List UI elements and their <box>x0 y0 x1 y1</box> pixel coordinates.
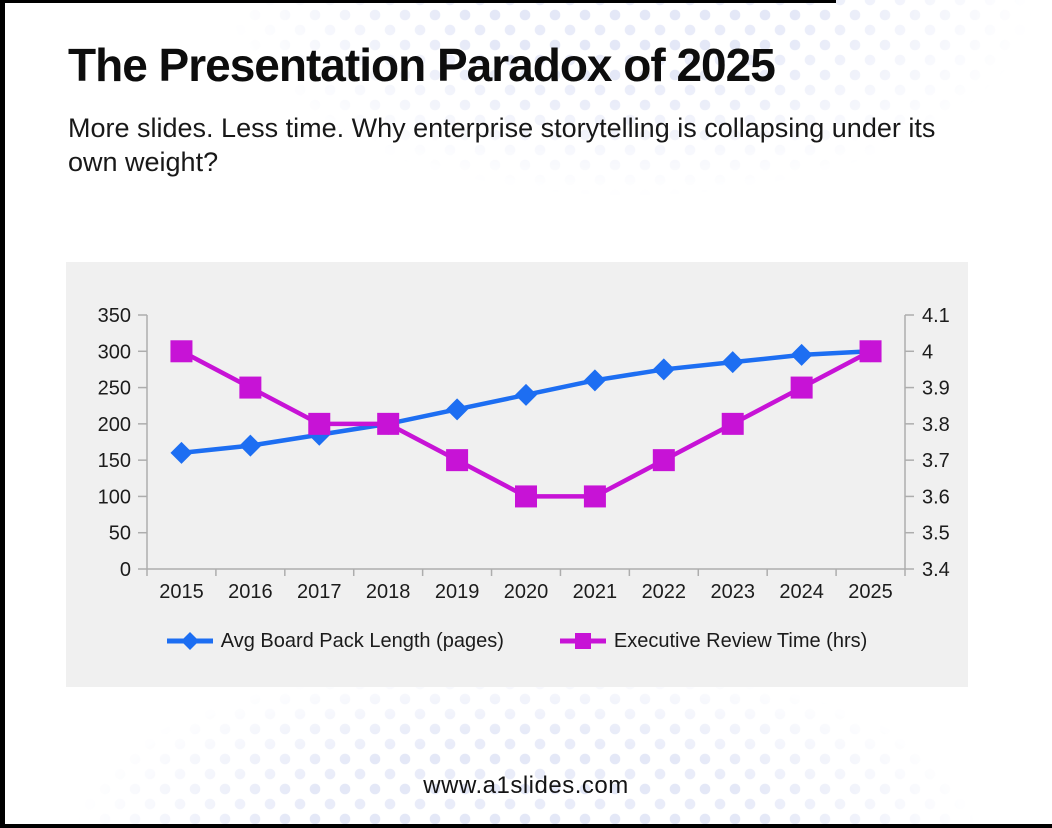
svg-text:100: 100 <box>98 486 131 508</box>
svg-text:4.1: 4.1 <box>922 305 950 327</box>
svg-text:2017: 2017 <box>297 581 342 603</box>
svg-text:150: 150 <box>98 450 131 472</box>
series-hours <box>170 340 882 508</box>
svg-text:2018: 2018 <box>366 581 411 603</box>
svg-text:300: 300 <box>98 341 131 363</box>
svg-text:2019: 2019 <box>435 581 480 603</box>
chart-legend: Avg Board Pack Length (pages) Executive … <box>66 624 968 658</box>
svg-text:2022: 2022 <box>642 581 687 603</box>
svg-text:2015: 2015 <box>159 581 204 603</box>
svg-text:3.9: 3.9 <box>922 378 950 400</box>
page-title: The Presentation Paradox of 2025 <box>68 39 776 91</box>
svg-text:50: 50 <box>109 523 131 545</box>
legend-item-pages: Avg Board Pack Length (pages) <box>166 629 504 653</box>
frame-border-bottom <box>0 824 1052 828</box>
website-url: www.a1slides.com <box>423 772 629 799</box>
svg-text:2025: 2025 <box>848 581 893 603</box>
frame-border-top <box>0 0 836 3</box>
axes: 350 300 250 200 150 100 50 0 4.1 4 3.9 3.8 3.7 3.6 3.5… <box>98 305 950 603</box>
svg-text:350: 350 <box>98 305 131 327</box>
legend-label-pages: Avg Board Pack Length (pages) <box>220 629 504 652</box>
chart-panel: 350 300 250 200 150 100 50 0 4.1 4 3.9 3.8 3.7 3.6 3.5… <box>66 262 968 687</box>
legend-label-hours: Executive Review Time (hrs) <box>613 629 868 652</box>
legend-line-square-icon <box>559 633 606 649</box>
legend-line-diamond-icon <box>166 632 213 650</box>
svg-text:250: 250 <box>98 378 131 400</box>
halftone-dots-bottom <box>0 684 1052 824</box>
dual-axis-line-chart: 350 300 250 200 150 100 50 0 4.1 4 3.9 3.8 3.7 3.6 3.5… <box>98 305 950 603</box>
svg-text:2024: 2024 <box>779 581 824 603</box>
svg-text:3.6: 3.6 <box>922 486 950 508</box>
svg-text:2023: 2023 <box>710 581 755 603</box>
svg-text:0: 0 <box>120 559 131 581</box>
svg-text:2016: 2016 <box>228 581 273 603</box>
svg-text:2020: 2020 <box>504 581 549 603</box>
svg-text:2021: 2021 <box>573 581 618 603</box>
svg-text:4: 4 <box>922 341 933 363</box>
page-subtitle: More slides. Less time. Why enterprise s… <box>68 113 936 178</box>
legend-item-hours: Executive Review Time (hrs) <box>559 629 868 653</box>
svg-text:3.5: 3.5 <box>922 523 950 545</box>
svg-text:200: 200 <box>98 414 131 436</box>
frame-border-left <box>0 0 5 828</box>
svg-text:3.7: 3.7 <box>922 450 950 472</box>
svg-text:3.4: 3.4 <box>922 559 950 581</box>
svg-text:3.8: 3.8 <box>922 414 950 436</box>
